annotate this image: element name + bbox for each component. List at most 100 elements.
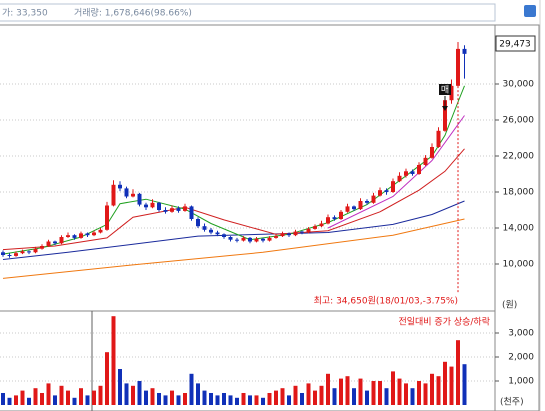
buy-marker: 매 bbox=[441, 85, 449, 96]
candle-body bbox=[423, 157, 428, 165]
y-tick-label: 30,000 bbox=[503, 79, 535, 89]
volume-tick-label: 1,000 bbox=[508, 376, 534, 386]
candle-body bbox=[287, 233, 291, 236]
volume-bar bbox=[241, 392, 246, 405]
y-tick-label: 18,000 bbox=[503, 187, 535, 197]
candle-body bbox=[66, 235, 70, 237]
info-price: 가: 33,350 bbox=[2, 8, 48, 19]
volume-bar bbox=[53, 395, 57, 405]
volume-bar bbox=[417, 380, 421, 405]
candle-body bbox=[319, 223, 324, 227]
volume-bar bbox=[157, 392, 161, 405]
moving-average-line bbox=[2, 148, 465, 251]
candle-body bbox=[150, 202, 155, 208]
volume-bar bbox=[306, 383, 311, 405]
candle-body bbox=[196, 218, 200, 227]
volume-bar bbox=[131, 385, 135, 405]
candle-body bbox=[293, 231, 298, 236]
volume-bar bbox=[456, 340, 460, 405]
volume-bar bbox=[449, 366, 454, 405]
volume-bar bbox=[1, 392, 5, 405]
volume-bar bbox=[183, 392, 187, 405]
volume-bar bbox=[59, 385, 64, 405]
y-tick-label: 22,000 bbox=[503, 151, 535, 161]
volume-bar bbox=[196, 383, 200, 405]
y-tick-label: 26,000 bbox=[503, 115, 535, 125]
candle-body bbox=[40, 245, 44, 249]
volume-bar bbox=[404, 383, 408, 405]
candle-body bbox=[345, 206, 350, 212]
volume-bar bbox=[397, 378, 402, 405]
candle-body bbox=[436, 130, 441, 147]
candle-body bbox=[53, 241, 57, 244]
candle-body bbox=[98, 229, 103, 233]
buy-arrow-head bbox=[442, 106, 448, 111]
candle-body bbox=[339, 211, 343, 219]
volume-bar bbox=[358, 378, 363, 405]
volume-bar bbox=[144, 390, 148, 405]
candle-body bbox=[144, 204, 148, 208]
axis-column bbox=[494, 24, 540, 411]
y-tick-label: 14,000 bbox=[503, 223, 535, 233]
candle-body bbox=[391, 181, 395, 192]
volume-bar bbox=[20, 390, 25, 405]
candle-body bbox=[378, 190, 382, 196]
volume-bar bbox=[267, 392, 272, 405]
price-marker-box bbox=[495, 35, 536, 52]
price-marker-label: 29,473 bbox=[499, 40, 531, 50]
volume-bar bbox=[423, 383, 428, 405]
candle-body bbox=[410, 171, 415, 174]
volume-bar bbox=[248, 395, 252, 405]
volume-bar bbox=[72, 397, 77, 405]
volume-bar bbox=[287, 395, 291, 405]
volume-legend: 전일대비 증가 상승/하락 bbox=[398, 316, 490, 328]
volume-bar bbox=[105, 352, 109, 405]
volume-bar bbox=[261, 397, 265, 405]
candle-body bbox=[365, 200, 369, 203]
volume-tick-label: 3,000 bbox=[508, 328, 534, 338]
candle-body bbox=[261, 238, 265, 241]
moving-average-line bbox=[327, 115, 465, 229]
volume-bar bbox=[176, 395, 181, 405]
candle-body bbox=[222, 234, 226, 237]
volume-bar bbox=[40, 392, 44, 405]
candle-body bbox=[404, 171, 408, 176]
volume-bar bbox=[79, 388, 83, 405]
moving-average-line bbox=[2, 200, 465, 260]
candle-body bbox=[280, 233, 285, 237]
volume-bar bbox=[235, 397, 239, 405]
volume-bar bbox=[33, 388, 38, 405]
candle-body bbox=[7, 254, 12, 256]
info-volume: 거래량: 1,678,646(98.66%) bbox=[74, 7, 192, 19]
candle-body bbox=[183, 206, 187, 211]
volume-bar bbox=[280, 388, 285, 405]
volume-bar bbox=[189, 373, 194, 405]
candle-body bbox=[384, 190, 389, 192]
candle-body bbox=[430, 146, 434, 158]
volume-bar bbox=[118, 368, 122, 405]
settings-icon[interactable] bbox=[524, 5, 536, 17]
candle-body bbox=[176, 208, 181, 211]
candle-body bbox=[358, 200, 363, 210]
candle-body bbox=[202, 226, 207, 230]
volume-bar bbox=[254, 395, 259, 405]
candle-body bbox=[33, 248, 38, 253]
candle-body bbox=[20, 251, 25, 254]
candle-body bbox=[417, 164, 421, 174]
candle-body bbox=[235, 239, 239, 241]
candle-body bbox=[462, 48, 467, 54]
candle-body bbox=[137, 193, 142, 205]
volume-bar bbox=[339, 378, 343, 405]
candle-body bbox=[443, 100, 447, 131]
volume-bar bbox=[7, 397, 12, 405]
candle-body bbox=[248, 237, 252, 242]
y-tick-label: 10,000 bbox=[503, 259, 535, 269]
candle-body bbox=[105, 205, 109, 230]
candle-body bbox=[352, 206, 356, 210]
volume-bar bbox=[443, 361, 447, 405]
volume-bar bbox=[202, 390, 207, 405]
moving-average-line bbox=[2, 218, 465, 279]
volume-bar bbox=[274, 390, 278, 405]
candle-body bbox=[274, 236, 278, 238]
